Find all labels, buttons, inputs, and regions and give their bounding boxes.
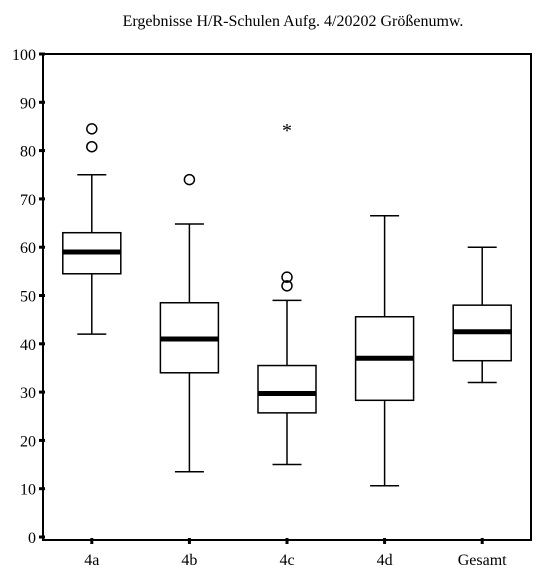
- box-iqr: [257, 364, 317, 414]
- y-tick-label: 100: [12, 47, 36, 64]
- outlier-point: [183, 173, 196, 186]
- chart-title: Ergebnisse H/R-Schulen Aufg. 4/20202 Grö…: [123, 13, 464, 30]
- outlier-point: [86, 123, 98, 135]
- x-tick-label: 4d: [377, 552, 393, 569]
- outlier-point: [86, 140, 98, 153]
- x-tick-label: 4c: [279, 552, 294, 569]
- outlier-point: [281, 280, 293, 292]
- outlier-point: [281, 271, 293, 283]
- extreme-point: *: [282, 120, 292, 142]
- box-4a: [62, 123, 122, 335]
- x-tick-label: 4b: [181, 552, 197, 569]
- y-tick-label: 70: [20, 192, 36, 209]
- box-Gesamt: [452, 246, 512, 384]
- box-4d: [354, 215, 415, 487]
- x-tick-label: Gesamt: [458, 552, 507, 569]
- y-tick-label: 50: [20, 289, 36, 306]
- y-tick-label: 20: [20, 433, 36, 450]
- y-tick-label: 0: [28, 530, 36, 547]
- y-tick-label: 40: [20, 337, 36, 354]
- y-axis: 0 10 20 30 40 50 60 70 80 90 100: [12, 47, 45, 547]
- box-4b: [159, 173, 220, 473]
- x-tick-label: 4a: [84, 552, 99, 569]
- y-tick-label: 80: [20, 144, 36, 161]
- x-axis: 4a 4b 4c 4d Gesamt: [84, 538, 507, 569]
- box-4c: *: [257, 120, 317, 466]
- y-tick-label: 30: [20, 385, 36, 402]
- y-tick-label: 60: [20, 240, 36, 257]
- boxes-group: *: [62, 120, 512, 487]
- y-tick-label: 90: [20, 95, 36, 112]
- y-tick-label: 10: [20, 482, 36, 499]
